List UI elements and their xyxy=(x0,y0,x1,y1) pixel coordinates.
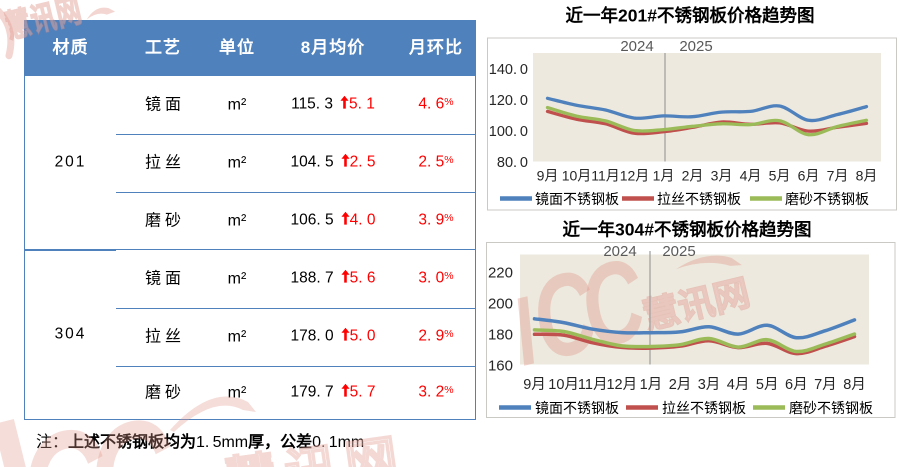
svg-text:200: 200 xyxy=(488,296,513,313)
svg-text:2024: 2024 xyxy=(603,243,636,260)
svg-text:180: 180 xyxy=(488,327,513,344)
svg-text:3月: 3月 xyxy=(698,377,721,393)
svg-text:5月: 5月 xyxy=(756,377,779,393)
svg-text:2025: 2025 xyxy=(679,38,712,55)
svg-text:8月: 8月 xyxy=(856,168,878,184)
svg-text:11月: 11月 xyxy=(578,377,608,393)
svg-text:4月: 4月 xyxy=(740,168,762,184)
svg-text:1月: 1月 xyxy=(653,168,675,184)
svg-text:慧讯网: 慧讯网 xyxy=(221,430,409,467)
svg-text:2025: 2025 xyxy=(662,243,695,260)
svg-text:慧讯网: 慧讯网 xyxy=(2,0,86,46)
svg-text:12月: 12月 xyxy=(620,168,650,184)
svg-text:12月: 12月 xyxy=(606,377,637,393)
svg-text:9月: 9月 xyxy=(523,377,546,393)
svg-text:1月: 1月 xyxy=(640,377,663,393)
svg-text:7月: 7月 xyxy=(814,377,837,393)
svg-text:9月: 9月 xyxy=(537,168,559,184)
svg-text:镜面不锈钢板: 镜面不锈钢板 xyxy=(535,400,619,416)
svg-text:7月: 7月 xyxy=(827,168,849,184)
svg-text:6月: 6月 xyxy=(785,377,808,393)
svg-text:5月: 5月 xyxy=(769,168,791,184)
svg-text:3月: 3月 xyxy=(711,168,733,184)
svg-text:CC: CC xyxy=(10,384,187,467)
svg-text:磨砂不锈钢板: 磨砂不锈钢板 xyxy=(789,400,873,416)
svg-text:拉丝不锈钢板: 拉丝不锈钢板 xyxy=(657,191,741,207)
svg-text:6月: 6月 xyxy=(798,168,820,184)
svg-text:220: 220 xyxy=(488,265,513,282)
svg-text:镜面不锈钢板: 镜面不锈钢板 xyxy=(535,191,619,207)
svg-text:160: 160 xyxy=(488,358,513,375)
svg-text:4月: 4月 xyxy=(727,377,750,393)
svg-text:120. 0: 120. 0 xyxy=(489,93,528,109)
svg-text:拉丝不锈钢板: 拉丝不锈钢板 xyxy=(662,400,746,416)
svg-text:8月: 8月 xyxy=(843,377,866,393)
svg-text:磨砂不锈钢板: 磨砂不锈钢板 xyxy=(785,191,869,207)
svg-text:11月: 11月 xyxy=(591,168,620,184)
svg-text:80. 0: 80. 0 xyxy=(497,155,528,171)
svg-text:10月: 10月 xyxy=(562,168,592,184)
svg-text:100. 0: 100. 0 xyxy=(489,124,528,140)
svg-text:2月: 2月 xyxy=(669,377,692,393)
svg-text:140. 0: 140. 0 xyxy=(489,62,528,78)
svg-text:2月: 2月 xyxy=(682,168,704,184)
svg-text:2024: 2024 xyxy=(620,38,653,55)
svg-text:10月: 10月 xyxy=(548,377,579,393)
